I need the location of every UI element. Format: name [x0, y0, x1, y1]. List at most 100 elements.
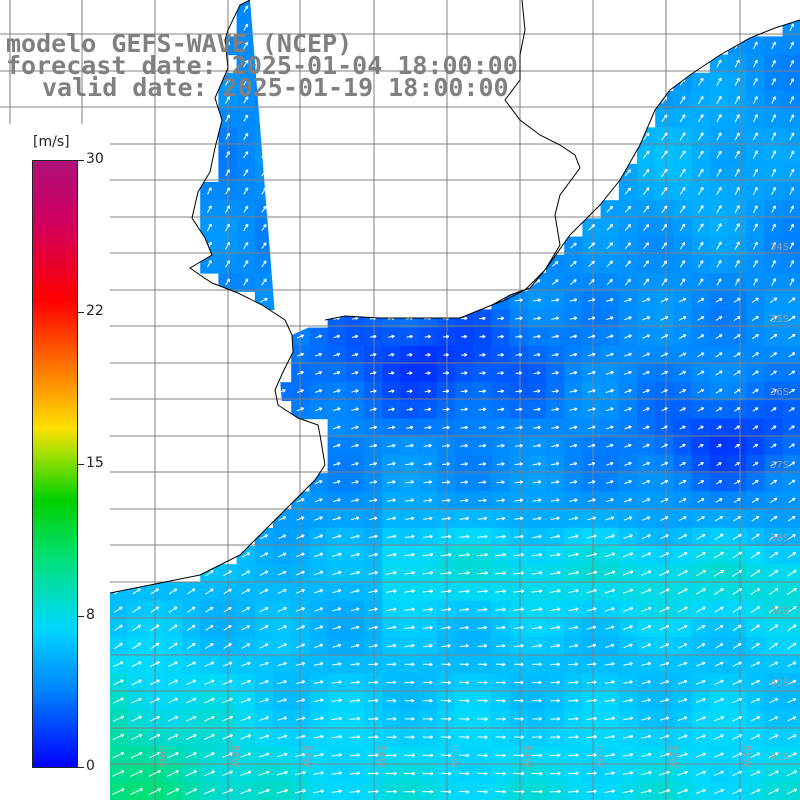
wind-arrow	[642, 316, 651, 321]
wind-arrow	[643, 242, 649, 250]
wind-arrow	[752, 150, 758, 159]
wind-arrow	[605, 389, 614, 393]
wind-arrow	[279, 114, 285, 122]
wind-arrow	[788, 315, 796, 322]
wind-arrow	[243, 78, 249, 86]
wind-arrow	[789, 205, 794, 213]
wind-arrow	[733, 316, 741, 321]
longitude-label: 54W	[521, 745, 532, 768]
wind-arrow	[351, 334, 359, 339]
wind-arrow	[679, 241, 686, 250]
wind-arrow	[551, 352, 559, 357]
latitude-label: 34S	[770, 242, 789, 253]
latitude-label: 37S	[770, 460, 789, 471]
wind-arrow	[624, 187, 632, 195]
wind-arrow	[789, 132, 795, 141]
wind-arrow	[551, 298, 560, 302]
wind-arrow	[624, 298, 632, 303]
wind-arrow	[698, 77, 704, 86]
wind-arrow	[296, 371, 304, 375]
wind-arrow	[606, 278, 613, 286]
wind-arrow	[624, 334, 632, 339]
wind-arrow	[314, 389, 323, 393]
wind-arrow	[789, 41, 794, 50]
wind-arrow	[533, 371, 541, 375]
wind-arrow	[296, 334, 305, 339]
colorbar-tick-mark	[78, 464, 84, 465]
wind-arrow	[243, 223, 249, 232]
wind-arrow	[515, 334, 523, 339]
wind-arrow	[606, 242, 614, 250]
wind-arrow	[679, 205, 686, 214]
wind-arrow	[715, 370, 723, 376]
wind-arrow	[697, 316, 705, 321]
wind-arrow	[660, 370, 668, 376]
wind-arrow	[733, 370, 741, 376]
wind-arrow	[789, 168, 795, 177]
wind-arrow	[771, 278, 776, 286]
wind-arrow	[333, 334, 341, 339]
latitude-label: 40S	[770, 678, 789, 689]
wind-arrow	[661, 205, 668, 213]
wind-arrow	[261, 60, 267, 67]
wind-arrow	[551, 389, 559, 393]
wind-arrow	[679, 96, 686, 104]
wind-arrow	[624, 205, 632, 213]
wind-arrow	[716, 278, 722, 286]
wind-arrow	[261, 242, 267, 249]
wind-arrow	[606, 205, 614, 213]
wind-arrow	[752, 388, 759, 394]
wind-arrow	[388, 352, 395, 357]
wind-arrow	[716, 114, 722, 123]
wind-arrow	[752, 223, 758, 232]
wind-arrow	[679, 150, 686, 159]
wind-arrow	[789, 96, 794, 104]
wind-arrow	[769, 334, 778, 340]
wind-arrow	[679, 278, 686, 286]
wind-arrow	[716, 59, 722, 68]
wind-arrow	[698, 260, 704, 268]
wind-arrow	[406, 334, 413, 339]
wind-arrow	[661, 150, 668, 159]
latitude-label: 41S	[770, 752, 789, 763]
wind-arrow	[770, 370, 777, 376]
wind-arrow	[570, 279, 577, 285]
wind-arrow	[261, 260, 267, 268]
wind-arrow	[697, 205, 704, 214]
wind-arrow	[369, 389, 377, 393]
wind-arrow	[753, 41, 758, 50]
wind-arrow	[734, 259, 740, 268]
wind-arrow	[716, 241, 722, 250]
wind-arrow	[279, 278, 285, 286]
wind-arrow	[789, 23, 795, 32]
wind-arrow	[697, 223, 704, 232]
wind-arrow	[661, 168, 668, 177]
wind-arrow	[261, 114, 267, 122]
wind-arrow	[679, 168, 686, 177]
wind-arrow	[243, 151, 249, 159]
wind-arrow	[643, 223, 650, 231]
wind-arrow	[753, 278, 758, 286]
wind-arrow	[351, 316, 359, 321]
wind-arrow	[698, 278, 704, 286]
wind-arrow	[225, 96, 230, 104]
wind-arrow	[642, 132, 650, 141]
wind-arrow	[478, 389, 486, 394]
wind-arrow	[279, 23, 285, 31]
wind-arrow	[771, 132, 776, 141]
wind-arrow	[551, 316, 560, 321]
wind-arrow	[752, 168, 758, 177]
wind-arrow	[605, 370, 614, 375]
wind-arrow	[716, 223, 722, 232]
wind-arrow	[243, 114, 249, 122]
wind-arrow	[351, 371, 359, 375]
wind-arrow	[715, 316, 723, 321]
wind-arrow	[588, 224, 595, 231]
wind-arrow	[753, 259, 758, 268]
wind-arrow	[733, 388, 741, 394]
wind-arrow	[788, 334, 796, 340]
wind-arrow	[734, 150, 740, 159]
wind-arrow	[406, 353, 413, 357]
wind-arrow	[643, 278, 650, 286]
wind-arrow	[279, 260, 285, 268]
